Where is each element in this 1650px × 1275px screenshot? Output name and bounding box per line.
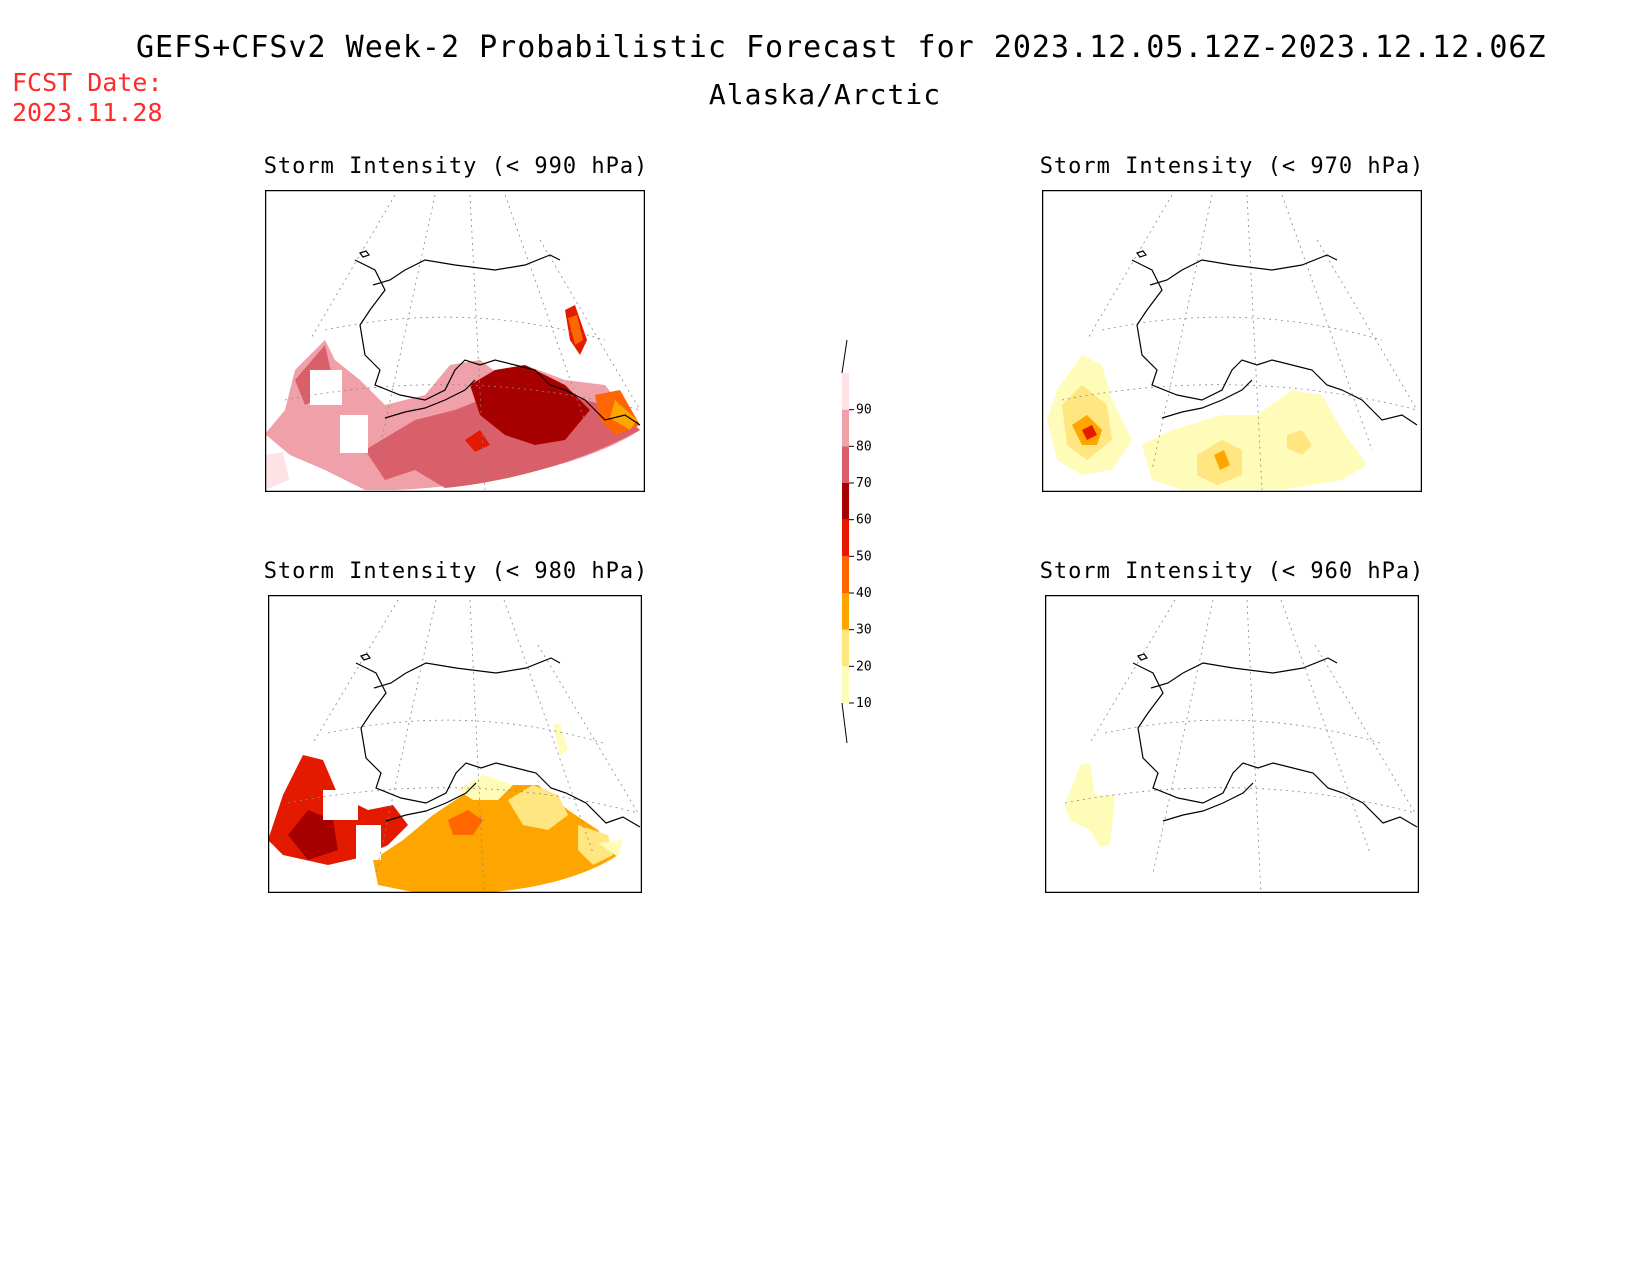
map-panel-960: [1045, 595, 1419, 893]
fcst-date-value: 2023.11.28: [12, 98, 163, 127]
colorbar-swatch-1: [842, 629, 849, 667]
colorbar-swatch-6: [842, 446, 849, 483]
colorbar-label-70: 70: [856, 476, 872, 491]
fcst-date-label: FCST Date:: [12, 68, 163, 97]
colorbar-label-20: 20: [856, 659, 872, 674]
colorbar-swatch-2: [842, 593, 849, 630]
colorbar-label-60: 60: [856, 513, 872, 528]
map-frame-980: [268, 595, 642, 893]
probability-fill-980: [268, 723, 623, 893]
colorbar-swatch-3: [842, 556, 849, 593]
colorbar-label-50: 50: [856, 549, 872, 564]
coastline-960: [1132, 653, 1418, 828]
graticule-960: [1064, 599, 1416, 893]
panel-title-960: Storm Intensity (< 960 hPa): [1039, 559, 1425, 584]
colorbar-label-30: 30: [856, 623, 872, 638]
colorbar-label-80: 80: [856, 439, 872, 454]
graticule-980: [287, 599, 639, 893]
probability-fill-990: [265, 305, 640, 490]
coastline-990: [354, 250, 641, 426]
region-subtitle: Alaska/Arctic: [708, 78, 942, 111]
map-frame-970: [1042, 190, 1422, 492]
colorbar-swatch-0: [842, 666, 849, 703]
probability-colorbar: 10 20 30 40 50 60 70 80 90: [841, 339, 872, 744]
panel-title-980: Storm Intensity (< 980 hPa): [263, 559, 649, 584]
panel-title-990: Storm Intensity (< 990 hPa): [263, 154, 649, 179]
colorbar-swatch-5: [842, 483, 849, 520]
colorbar-swatch-4: [842, 519, 849, 557]
probability-fill-970: [1047, 355, 1367, 490]
map-panel-980: [268, 595, 642, 893]
map-frame-990: [265, 190, 645, 492]
probability-fill-960: [1065, 763, 1115, 847]
map-frame-960: [1045, 595, 1419, 893]
panel-title-970: Storm Intensity (< 970 hPa): [1039, 154, 1425, 179]
map-panel-990: [265, 190, 645, 492]
colorbar-label-40: 40: [856, 586, 872, 601]
coastline-980: [355, 653, 641, 828]
colorbar-top-arrow: [841, 339, 848, 374]
colorbar-swatch-7: [842, 409, 849, 447]
colorbar-swatch-8: [842, 373, 849, 410]
colorbar-label-10: 10: [856, 696, 872, 711]
colorbar-bottom-arrow: [841, 702, 848, 744]
main-title: GEFS+CFSv2 Week-2 Probabilistic Forecast…: [136, 30, 1547, 65]
map-panel-970: [1042, 190, 1422, 492]
colorbar-label-90: 90: [856, 403, 872, 418]
forecast-date-block: FCST Date: 2023.11.28: [12, 68, 163, 128]
coastline-970: [1131, 250, 1418, 426]
